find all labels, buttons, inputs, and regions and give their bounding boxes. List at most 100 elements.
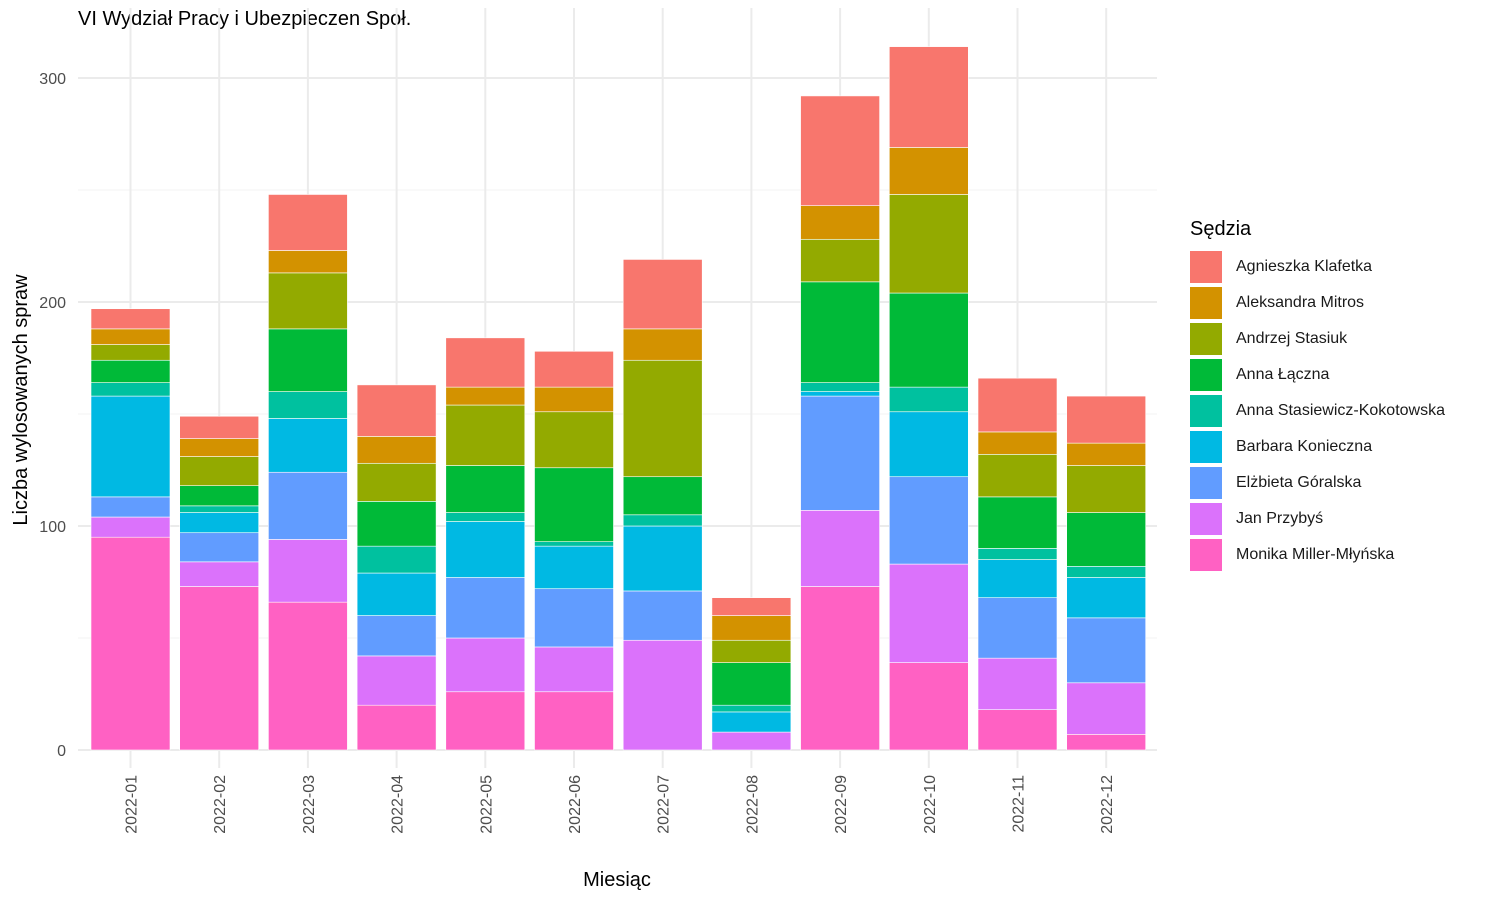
bar-segment: [179, 561, 259, 587]
bar-segment: [977, 377, 1058, 433]
legend-item: Anna Łączna: [1190, 357, 1445, 393]
x-axis-label: Miesiąc: [583, 869, 651, 891]
legend-label: Aleksandra Mitros: [1236, 294, 1365, 311]
bar-segment: [179, 505, 259, 513]
legend-item: Barbara Konieczna: [1190, 429, 1445, 465]
bar-segment: [356, 615, 437, 657]
bar-segment: [800, 391, 880, 397]
bar-segment: [534, 411, 614, 469]
y-tick-label: 100: [39, 519, 66, 536]
bar-segment: [445, 337, 526, 388]
bar-segment: [977, 709, 1058, 751]
legend-items: Agnieszka Klafetka Aleksandra Mitros Andrz…: [1190, 249, 1445, 573]
legend-label: Andrzej Stasiuk: [1236, 330, 1348, 347]
bar-segment: [179, 485, 259, 507]
legend-item: Elżbieta Góralska: [1190, 465, 1445, 501]
bar-segment: [711, 639, 792, 663]
bar-stack-2022-07: [622, 259, 703, 751]
bar-segment: [90, 308, 171, 330]
bar-segment: [179, 586, 259, 751]
bar-segment: [622, 476, 703, 516]
chart-title: VI Wydział Pracy i Ubezpieczen Społ.: [78, 8, 412, 30]
legend-label: Anna Łączna: [1236, 366, 1330, 383]
bar-segment: [1066, 577, 1146, 619]
bar-segment: [1066, 465, 1146, 513]
bar-segment: [977, 597, 1058, 659]
bar-stacks: [90, 46, 1146, 751]
bar-segment: [977, 657, 1058, 710]
x-tick-label: 2022-10: [922, 775, 939, 834]
x-tick-label: 2022-01: [124, 775, 141, 834]
bar-segment: [622, 525, 703, 592]
x-tick-label: 2022-07: [656, 775, 673, 834]
bar-segment: [356, 704, 437, 751]
bar-segment: [268, 539, 348, 603]
bar-segment: [268, 194, 348, 251]
bar-segment: [1066, 566, 1146, 578]
legend-item: Jan Przybyś: [1190, 501, 1445, 537]
bar-stack-2022-05: [445, 337, 526, 751]
legend-swatch: [1190, 287, 1222, 319]
bar-segment: [356, 501, 437, 547]
bar-segment: [800, 382, 880, 392]
x-tick-label: 2022-09: [833, 775, 850, 834]
bar-segment: [977, 496, 1058, 549]
bar-segment: [711, 615, 792, 641]
bar-segment: [179, 532, 259, 563]
bar-segment: [90, 496, 171, 518]
bar-segment: [534, 545, 614, 590]
bar-segment: [534, 646, 614, 693]
bar-segment: [179, 512, 259, 534]
bar-segment: [888, 386, 969, 413]
bar-stack-2022-08: [711, 597, 792, 751]
bar-segment: [356, 384, 437, 437]
y-tick-label: 200: [39, 295, 66, 312]
bar-segment: [268, 250, 348, 274]
bar-segment: [356, 655, 437, 706]
bar-segment: [800, 95, 880, 206]
legend-swatch: [1190, 503, 1222, 535]
bar-segment: [534, 350, 614, 388]
x-tick-label: 2022-06: [567, 775, 584, 834]
x-tick-label: 2022-12: [1099, 775, 1116, 834]
bar-segment: [179, 415, 259, 439]
bar-segment: [356, 436, 437, 464]
bar-segment: [800, 510, 880, 587]
bar-segment: [888, 411, 969, 478]
bar-segment: [90, 328, 171, 345]
bar-segment: [445, 521, 526, 578]
bar-segment: [711, 662, 792, 706]
x-tick-label: 2022-02: [212, 775, 229, 834]
bar-segment: [888, 194, 969, 294]
legend-item: Agnieszka Klafetka: [1190, 249, 1445, 285]
bar-segment: [356, 545, 437, 574]
bar-segment: [445, 637, 526, 693]
bar-stack-2022-11: [977, 377, 1058, 751]
legend-label: Elżbieta Góralska: [1236, 474, 1362, 491]
bar-stack-2022-09: [800, 95, 880, 751]
bar-segment: [977, 559, 1058, 598]
bar-segment: [445, 512, 526, 522]
bar-stack-2022-01: [90, 308, 171, 751]
legend-swatch: [1190, 431, 1222, 463]
bar-segment: [445, 465, 526, 513]
bar-segment: [534, 541, 614, 547]
bar-segment: [534, 691, 614, 751]
bar-segment: [534, 467, 614, 542]
bar-segment: [622, 328, 703, 361]
bar-segment: [90, 359, 171, 383]
bar-segment: [977, 548, 1058, 560]
bar-segment: [888, 46, 969, 148]
y-axis-label: Liczba wylosowanych spraw: [10, 274, 32, 526]
x-tick-label: 2022-03: [301, 775, 318, 834]
bar-segment: [1066, 682, 1146, 735]
bar-segment: [268, 471, 348, 540]
bar-segment: [888, 476, 969, 565]
legend-swatch: [1190, 395, 1222, 427]
bar-segment: [622, 639, 703, 751]
bar-segment: [90, 395, 171, 498]
bar-segment: [711, 711, 792, 733]
bar-segment: [268, 391, 348, 419]
bar-segment: [711, 597, 792, 616]
bar-segment: [622, 590, 703, 641]
